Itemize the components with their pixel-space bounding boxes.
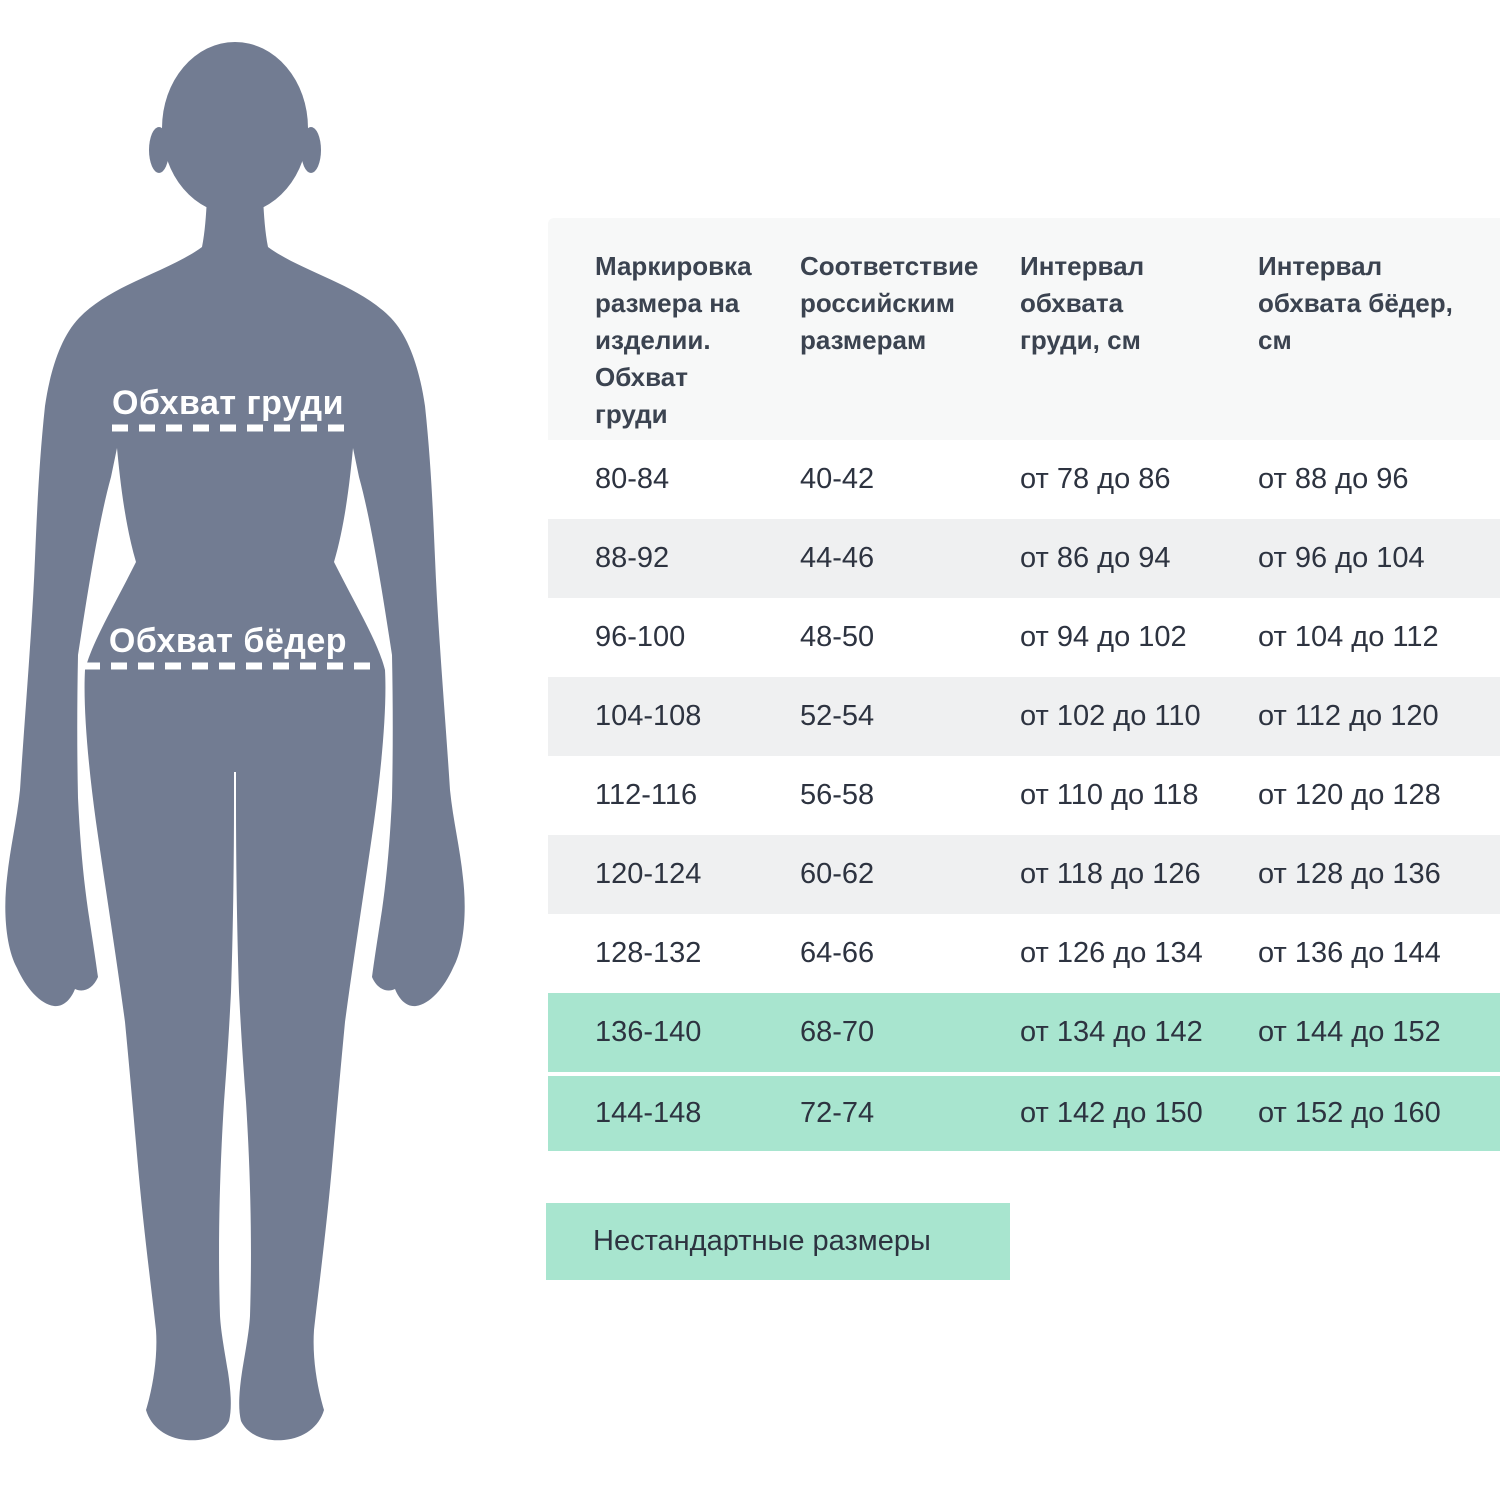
cell-chest-interval: от 118 до 126 [1020,858,1201,890]
cell-size-marking: 104-108 [595,700,702,732]
cell-size-marking: 88-92 [595,542,670,574]
cell-size-marking: 128-132 [595,937,702,969]
table-row: 136-140 68-70 от 134 до 142 от 144 до 152 [548,993,1500,1072]
cell-hips-interval: от 104 до 112 [1258,621,1439,653]
legend-nonstandard-sizes: Нестандартные размеры [546,1203,1010,1280]
chest-measure-label: Обхват груди [112,384,344,422]
cell-chest-interval: от 142 до 150 [1020,1097,1203,1129]
table-row: 120-124 60-62 от 118 до 126 от 128 до 136 [548,835,1500,914]
header-hips-interval: Интервал обхвата бёдер, см [1258,251,1453,355]
cell-chest-interval: от 86 до 94 [1020,542,1171,574]
cell-russian-size: 44-46 [800,542,875,574]
cell-hips-interval: от 112 до 120 [1258,700,1439,732]
cell-russian-size: 68-70 [800,1016,875,1048]
table-row: 104-108 52-54 от 102 до 110 от 112 до 120 [548,677,1500,756]
cell-hips-interval: от 152 до 160 [1258,1097,1441,1129]
cell-hips-interval: от 120 до 128 [1258,779,1441,811]
cell-russian-size: 64-66 [800,937,875,969]
header-russian-size: Соответствие российским размерам [800,251,979,355]
cell-hips-interval: от 136 до 144 [1258,937,1441,969]
table-header-row: Маркировка размера на изделии. Обхват гр… [548,218,1500,440]
table-row: 144-148 72-74 от 142 до 150 от 152 до 160 [548,1072,1500,1151]
cell-russian-size: 40-42 [800,463,875,495]
table-row: 128-132 64-66 от 126 до 134 от 136 до 144 [548,914,1500,993]
cell-size-marking: 120-124 [595,858,702,890]
cell-size-marking: 96-100 [595,621,686,653]
table-row: 80-84 40-42 от 78 до 86 от 88 до 96 [548,440,1500,519]
cell-hips-interval: от 96 до 104 [1258,542,1425,574]
cell-hips-interval: от 128 до 136 [1258,858,1441,890]
table-row: 96-100 48-50 от 94 до 102 от 104 до 112 [548,598,1500,677]
cell-russian-size: 52-54 [800,700,875,732]
cell-russian-size: 60-62 [800,858,875,890]
cell-size-marking: 136-140 [595,1016,702,1048]
size-table: Маркировка размера на изделии. Обхват гр… [548,218,1500,1151]
cell-size-marking: 112-116 [595,779,698,811]
table-body: 80-84 40-42 от 78 до 86 от 88 до 96 88-92 44-… [548,440,1500,1151]
cell-size-marking: 80-84 [595,463,670,495]
header-size-marking: Маркировка размера на изделии. Обхват гр… [595,251,752,429]
legend-label: Нестандартные размеры [593,1225,931,1257]
table-row: 88-92 44-46 от 86 до 94 от 96 до 104 [548,519,1500,598]
cell-size-marking: 144-148 [595,1097,702,1129]
cell-hips-interval: от 88 до 96 [1258,463,1409,495]
cell-chest-interval: от 102 до 110 [1020,700,1201,732]
hips-measure-label: Обхват бёдер [108,622,348,660]
cell-chest-interval: от 126 до 134 [1020,937,1203,969]
cell-hips-interval: от 144 до 152 [1258,1016,1441,1048]
cell-russian-size: 56-58 [800,779,875,811]
cell-chest-interval: от 94 до 102 [1020,621,1187,653]
cell-russian-size: 72-74 [800,1097,875,1129]
cell-russian-size: 48-50 [800,621,875,653]
cell-chest-interval: от 134 до 142 [1020,1016,1203,1048]
cell-chest-interval: от 110 до 118 [1020,779,1199,811]
header-chest-interval: Интервал обхвата груди, см [1020,251,1145,355]
table-row: 112-116 56-58 от 110 до 118 от 120 до 128 [548,756,1500,835]
body-shape [5,42,465,1441]
cell-chest-interval: от 78 до 86 [1020,463,1171,495]
